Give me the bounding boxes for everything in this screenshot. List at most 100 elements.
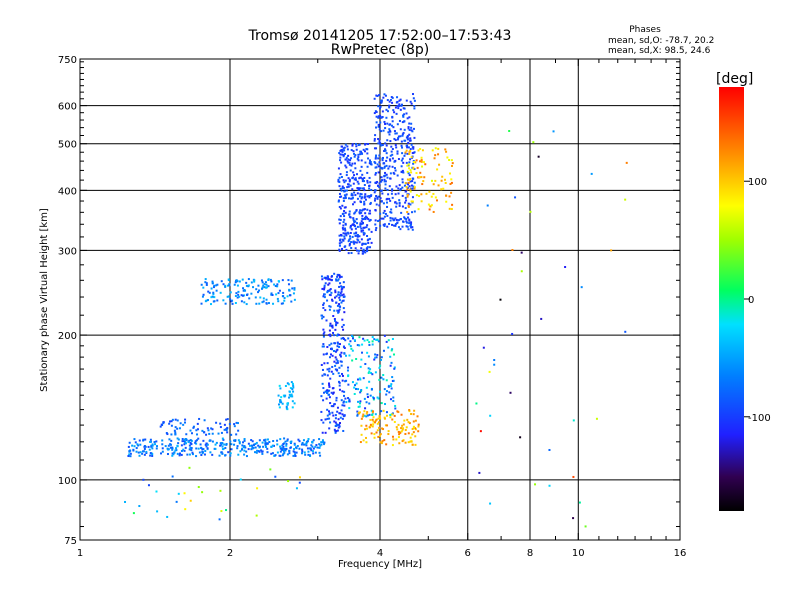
data-point <box>334 421 337 424</box>
data-point <box>339 412 342 415</box>
data-point <box>407 146 410 149</box>
data-point <box>211 280 214 283</box>
data-point <box>263 283 266 286</box>
data-point <box>357 182 360 185</box>
data-point <box>200 283 203 286</box>
data-point <box>383 174 386 177</box>
data-point <box>171 454 174 457</box>
data-point <box>221 445 224 448</box>
data-point <box>282 447 285 450</box>
data-point <box>235 292 238 295</box>
data-point <box>391 413 394 416</box>
data-point <box>370 409 373 412</box>
data-point <box>215 289 218 292</box>
data-point <box>380 130 383 133</box>
data-point <box>285 442 288 445</box>
data-point <box>206 447 209 450</box>
data-point <box>415 159 418 162</box>
data-point <box>405 225 408 228</box>
data-point <box>341 318 344 321</box>
data-point <box>171 475 174 478</box>
data-point <box>162 421 165 424</box>
data-point <box>368 184 371 187</box>
data-point <box>409 169 412 172</box>
data-point <box>360 165 363 168</box>
data-point <box>358 195 361 198</box>
data-point <box>338 343 341 346</box>
data-point <box>359 365 362 368</box>
data-point <box>233 443 236 446</box>
data-point <box>359 150 362 153</box>
data-point <box>333 360 336 363</box>
data-point <box>192 426 195 429</box>
data-point <box>229 298 232 301</box>
data-point <box>323 288 326 291</box>
data-point <box>367 157 370 160</box>
data-point <box>432 210 435 213</box>
data-point <box>378 161 381 164</box>
data-point <box>366 181 369 184</box>
data-point <box>378 140 381 143</box>
data-point <box>348 244 351 247</box>
data-point <box>435 199 438 202</box>
data-point <box>413 105 416 108</box>
data-point <box>580 286 583 289</box>
data-point <box>328 367 331 370</box>
data-point <box>329 402 332 405</box>
axis-ticks <box>79 59 681 540</box>
data-point <box>183 438 186 441</box>
data-point <box>334 364 337 367</box>
data-point <box>243 438 246 441</box>
data-point <box>364 242 367 245</box>
data-point <box>253 280 256 283</box>
data-point <box>396 96 399 99</box>
data-point <box>345 171 348 174</box>
data-point <box>291 406 294 409</box>
data-point <box>444 148 447 151</box>
data-point <box>206 299 209 302</box>
data-point <box>420 156 423 159</box>
data-point <box>336 304 339 307</box>
data-point <box>380 101 383 104</box>
data-point <box>420 159 423 162</box>
data-point <box>377 417 380 420</box>
data-point <box>358 336 361 339</box>
data-point <box>335 399 338 402</box>
data-point <box>390 124 393 127</box>
data-point <box>405 221 408 224</box>
data-point <box>334 291 337 294</box>
data-point <box>312 452 315 455</box>
data-point <box>363 184 366 187</box>
data-point <box>276 451 279 454</box>
data-point <box>332 334 335 337</box>
data-point <box>208 291 211 294</box>
data-point <box>173 451 176 454</box>
data-point <box>332 405 335 408</box>
data-point <box>292 390 295 393</box>
data-point <box>351 162 354 165</box>
data-point <box>344 164 347 167</box>
data-point <box>272 444 275 447</box>
data-point <box>380 442 383 445</box>
data-point <box>328 356 331 359</box>
data-point <box>259 296 262 299</box>
data-point <box>247 284 250 287</box>
data-point <box>324 282 327 285</box>
data-point <box>361 173 364 176</box>
data-point <box>213 296 216 299</box>
data-point <box>371 373 374 376</box>
data-point <box>320 314 323 317</box>
data-point <box>417 176 420 179</box>
data-point <box>338 308 341 311</box>
data-point <box>393 353 396 356</box>
data-point <box>404 429 407 432</box>
data-point <box>352 217 355 220</box>
data-point <box>552 130 555 133</box>
data-point <box>407 183 410 186</box>
data-point <box>363 414 366 417</box>
data-point <box>405 144 408 147</box>
data-point <box>406 186 409 189</box>
data-point <box>388 165 391 168</box>
data-point <box>201 451 204 454</box>
